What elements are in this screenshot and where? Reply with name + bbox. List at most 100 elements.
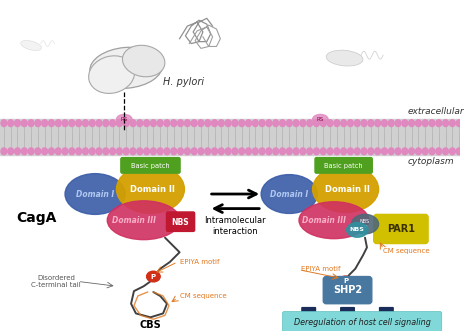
Ellipse shape: [259, 120, 265, 127]
Ellipse shape: [436, 120, 442, 127]
Ellipse shape: [28, 120, 34, 127]
Ellipse shape: [28, 148, 34, 155]
Ellipse shape: [334, 148, 340, 155]
Ellipse shape: [219, 148, 224, 155]
Ellipse shape: [239, 120, 245, 127]
Ellipse shape: [62, 120, 68, 127]
Ellipse shape: [286, 120, 292, 127]
FancyBboxPatch shape: [121, 158, 180, 173]
Ellipse shape: [409, 148, 415, 155]
Text: SHP2: SHP2: [333, 285, 362, 295]
Ellipse shape: [122, 45, 165, 77]
Ellipse shape: [293, 120, 299, 127]
Ellipse shape: [312, 115, 328, 124]
Text: NBS: NBS: [172, 218, 190, 227]
Ellipse shape: [89, 120, 95, 127]
Ellipse shape: [273, 148, 279, 155]
Text: Domain III: Domain III: [302, 216, 346, 225]
Ellipse shape: [42, 148, 47, 155]
Ellipse shape: [339, 276, 352, 287]
Text: PAR1: PAR1: [387, 224, 415, 234]
Ellipse shape: [109, 148, 116, 155]
Ellipse shape: [211, 148, 218, 155]
Ellipse shape: [90, 47, 163, 88]
Ellipse shape: [157, 120, 163, 127]
Text: extracellular: extracellular: [408, 107, 465, 116]
Ellipse shape: [178, 120, 183, 127]
Ellipse shape: [388, 120, 394, 127]
Ellipse shape: [429, 120, 435, 127]
Ellipse shape: [266, 120, 272, 127]
FancyBboxPatch shape: [283, 311, 442, 332]
Ellipse shape: [300, 120, 306, 127]
Ellipse shape: [117, 120, 122, 127]
Ellipse shape: [1, 148, 7, 155]
Ellipse shape: [191, 120, 197, 127]
Text: Disordered
C-terminal tail: Disordered C-terminal tail: [31, 275, 81, 288]
Ellipse shape: [456, 148, 462, 155]
Ellipse shape: [436, 148, 442, 155]
Text: Intramolecular
interaction: Intramolecular interaction: [204, 216, 266, 236]
Ellipse shape: [157, 148, 163, 155]
Ellipse shape: [293, 148, 299, 155]
Ellipse shape: [8, 120, 14, 127]
Ellipse shape: [239, 148, 245, 155]
Ellipse shape: [402, 148, 408, 155]
Ellipse shape: [341, 120, 346, 127]
Ellipse shape: [42, 120, 47, 127]
Ellipse shape: [351, 214, 379, 234]
Ellipse shape: [96, 120, 102, 127]
Ellipse shape: [299, 202, 369, 239]
Ellipse shape: [55, 120, 61, 127]
Text: CM sequence: CM sequence: [180, 293, 226, 299]
FancyArrow shape: [378, 307, 395, 323]
FancyBboxPatch shape: [323, 277, 372, 304]
Text: Domain III: Domain III: [112, 216, 156, 225]
Ellipse shape: [300, 148, 306, 155]
Ellipse shape: [225, 148, 231, 155]
Ellipse shape: [146, 271, 160, 282]
Ellipse shape: [280, 120, 285, 127]
Ellipse shape: [205, 120, 210, 127]
Ellipse shape: [96, 148, 102, 155]
Ellipse shape: [117, 115, 132, 124]
Text: CagA: CagA: [17, 211, 57, 225]
Ellipse shape: [21, 120, 27, 127]
Ellipse shape: [416, 148, 421, 155]
Ellipse shape: [171, 120, 177, 127]
Ellipse shape: [368, 148, 374, 155]
Ellipse shape: [123, 120, 129, 127]
Ellipse shape: [65, 174, 125, 214]
Text: Domain I: Domain I: [270, 190, 309, 199]
Ellipse shape: [69, 148, 75, 155]
Ellipse shape: [117, 165, 184, 213]
Text: Domain II: Domain II: [130, 185, 175, 194]
Ellipse shape: [402, 120, 408, 127]
Ellipse shape: [449, 120, 456, 127]
Text: CM sequence: CM sequence: [383, 248, 430, 254]
Ellipse shape: [341, 148, 346, 155]
Text: Basic patch: Basic patch: [324, 163, 363, 169]
Ellipse shape: [198, 120, 204, 127]
Ellipse shape: [320, 148, 326, 155]
Ellipse shape: [252, 148, 258, 155]
Text: Deregulation of host cell signaling: Deregulation of host cell signaling: [294, 318, 430, 327]
Ellipse shape: [144, 148, 149, 155]
Ellipse shape: [246, 148, 251, 155]
Ellipse shape: [456, 120, 462, 127]
Ellipse shape: [232, 148, 238, 155]
Ellipse shape: [137, 120, 143, 127]
Ellipse shape: [55, 148, 61, 155]
Ellipse shape: [109, 120, 116, 127]
Ellipse shape: [246, 120, 251, 127]
Ellipse shape: [259, 148, 265, 155]
Ellipse shape: [307, 120, 312, 127]
Ellipse shape: [1, 120, 7, 127]
Ellipse shape: [232, 120, 238, 127]
Text: EPIYA motif: EPIYA motif: [180, 259, 219, 265]
Ellipse shape: [326, 50, 363, 66]
Ellipse shape: [21, 40, 41, 50]
Text: RS: RS: [317, 117, 324, 122]
Ellipse shape: [205, 148, 210, 155]
Text: Basic patch: Basic patch: [131, 163, 170, 169]
